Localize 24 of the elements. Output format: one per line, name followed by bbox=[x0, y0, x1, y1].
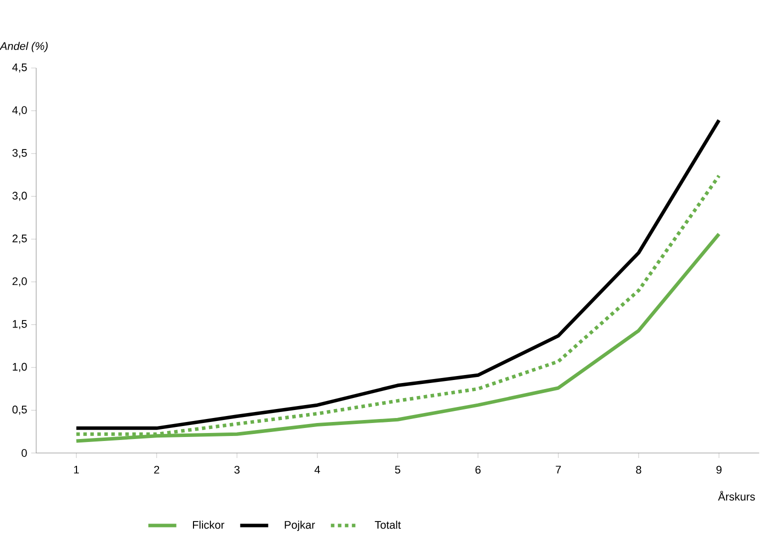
y-tick-label: 0 bbox=[22, 449, 27, 457]
y-tick-label: 4,5 bbox=[12, 64, 27, 72]
x-tick-label: 9 bbox=[716, 466, 722, 474]
y-tick-label: 1,5 bbox=[12, 320, 27, 330]
legend-label: Flickor bbox=[192, 520, 224, 529]
legend-label: Totalt bbox=[374, 520, 401, 529]
x-axis-title: Årskurs bbox=[718, 490, 755, 501]
y-tick-label: 3,0 bbox=[12, 192, 27, 201]
y-tick-label: 2,0 bbox=[12, 277, 27, 286]
legend-label: Pojkar bbox=[284, 520, 315, 531]
x-tick-label: 6 bbox=[475, 466, 481, 474]
y-tick-label: 1,0 bbox=[12, 362, 27, 372]
y-tick-label: 4,0 bbox=[12, 106, 27, 116]
x-tick-label: 5 bbox=[395, 466, 400, 474]
x-tick-label: 7 bbox=[556, 466, 561, 474]
y-tick-label: 0,5 bbox=[12, 406, 27, 415]
y-tick-label: 2,5 bbox=[12, 234, 27, 244]
x-tick-label: 8 bbox=[636, 466, 642, 474]
x-tick-label: 3 bbox=[234, 466, 240, 474]
x-tick-label: 1 bbox=[74, 466, 79, 474]
line-series bbox=[74, 118, 721, 430]
x-tick-label: 2 bbox=[154, 466, 160, 474]
x-tick-label: 4 bbox=[314, 466, 320, 474]
y-tick-label: 3,5 bbox=[12, 149, 27, 158]
